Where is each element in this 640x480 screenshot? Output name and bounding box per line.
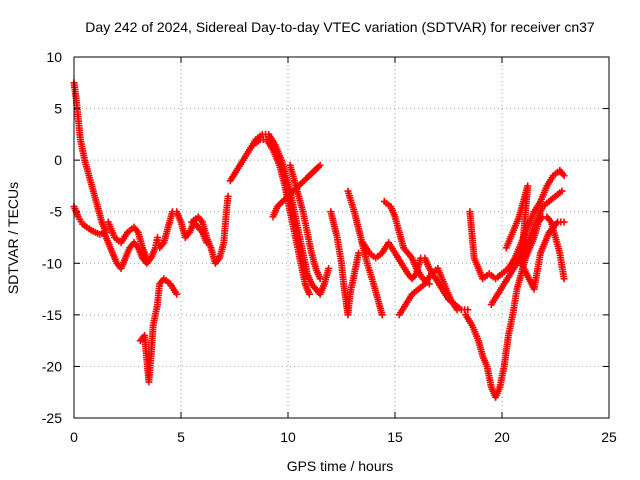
series-track-19: [502, 182, 568, 293]
y-tick-label: 5: [54, 101, 62, 117]
data-points: [70, 79, 568, 401]
x-tick-label: 10: [280, 429, 296, 445]
series-track-3: [100, 208, 211, 272]
data-point-marker: [269, 213, 277, 221]
series-track-5: [136, 275, 181, 386]
series-track-10: [269, 161, 324, 221]
y-tick-label: -25: [42, 410, 62, 426]
series-track-17: [462, 213, 568, 401]
series-track-7: [226, 130, 333, 298]
data-point-marker: [305, 290, 313, 298]
y-axis-label: SDTVAR / TECUs: [5, 182, 21, 294]
data-point-marker: [316, 275, 324, 283]
series-track-4: [104, 218, 151, 262]
data-point-marker: [378, 311, 386, 319]
x-tick-label: 25: [601, 429, 617, 445]
chart-title: Day 242 of 2024, Sidereal Day-to-day VTE…: [85, 19, 595, 35]
x-axis-label: GPS time / hours: [287, 458, 394, 474]
y-tick-label: -5: [50, 204, 63, 220]
series-track-11: [327, 208, 363, 319]
x-tick-label: 5: [177, 429, 185, 445]
data-point-marker: [560, 218, 568, 226]
series-track-18: [487, 187, 566, 309]
data-point-marker: [560, 172, 568, 180]
x-tick-label: 15: [387, 429, 403, 445]
plot-frame: [73, 56, 610, 419]
y-tick-label: -10: [42, 255, 62, 271]
data-point-marker: [560, 275, 568, 283]
grid-lines: [74, 57, 609, 418]
x-tick-label: 20: [494, 429, 510, 445]
x-tick-label: 0: [70, 429, 78, 445]
y-tick-label: 0: [54, 152, 62, 168]
data-point-marker: [558, 187, 566, 195]
y-tick-label: -15: [42, 307, 62, 323]
series-track-6: [188, 192, 232, 267]
series-track-8: [250, 136, 313, 298]
data-point-marker: [355, 249, 363, 257]
series-track-1: [70, 79, 110, 236]
data-point-marker: [453, 306, 461, 314]
data-point-marker: [464, 306, 472, 314]
series-track-15: [395, 264, 461, 319]
data-point-marker: [143, 254, 151, 262]
series-track-2: [70, 203, 108, 238]
series-track-16: [466, 166, 568, 283]
data-point-marker: [173, 290, 181, 298]
data-point-marker: [325, 264, 333, 272]
y-tick-label: 10: [46, 49, 62, 65]
data-point-marker: [224, 192, 232, 200]
y-tick-label: -20: [42, 358, 62, 374]
